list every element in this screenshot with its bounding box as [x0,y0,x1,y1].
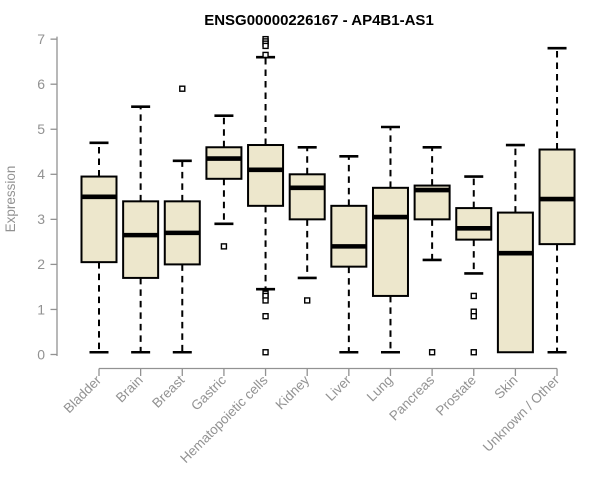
y-tick-label: 2 [37,256,45,272]
iqr-box [205,146,243,180]
y-tick-label: 7 [37,31,45,47]
y-tick-label: 3 [37,211,45,227]
outlier-point [262,51,269,59]
outlier-point [470,313,477,320]
box-group-hematopoietic-cells [247,35,285,356]
box-group-bladder [80,141,118,354]
box-group-gastric [205,114,243,250]
box-group-kidney [288,145,326,304]
x-tick-label-skin: Skin [491,373,520,402]
outlier-point [220,243,228,250]
iqr-box [496,211,534,354]
iqr-box [80,175,118,264]
y-tick-label: 1 [37,301,45,317]
box-group-prostate [455,175,493,356]
chart-title: ENSG00000226167 - AP4B1-AS1 [204,12,434,29]
x-tick-label-lung: Lung [364,373,396,405]
outlier-point [262,297,269,304]
x-tick-label-liver: Liver [323,372,355,404]
outlier-point [262,349,269,356]
iqr-box [247,144,285,207]
box-group-unknown-other [538,46,576,354]
box-group-breast [163,85,201,354]
outlier-point [470,349,477,356]
outlier-point [428,349,436,356]
y-axis-title: Expression [3,166,18,233]
iqr-box [288,173,326,221]
box-group-skin [496,143,534,354]
x-tick-label-prostate: Prostate [433,373,479,419]
y-tick-label: 4 [37,166,45,182]
y-axis: 0 1 2 3 4 5 6 7 [37,31,58,362]
outlier-point [262,42,269,50]
x-tick-label-unknown-other: Unknown / Other [480,372,563,455]
x-tick-label-pancreas: Pancreas [386,372,437,423]
iqr-box [330,204,368,268]
x-tick-label-gastric: Gastric [188,372,229,413]
x-tick-label-bladder: Bladder [61,372,105,416]
iqr-box [122,200,160,279]
y-tick-label: 0 [37,346,45,362]
outlier-point [470,292,477,300]
x-tick-label-kidney: Kidney [273,372,313,412]
y-tick-label: 6 [37,76,45,92]
outlier-point [179,85,186,92]
iqr-box [455,207,493,241]
x-tick-label-breast: Breast [149,372,187,410]
box-group-brain [122,105,160,354]
box-group-lung [371,125,409,354]
box-group-liver [330,154,368,354]
y-tick-label: 5 [37,121,45,137]
box-group-pancreas [413,145,451,356]
outlier-point [262,313,269,320]
iqr-box [371,186,409,297]
x-tick-label-brain: Brain [113,373,146,406]
outlier-point [304,297,311,304]
